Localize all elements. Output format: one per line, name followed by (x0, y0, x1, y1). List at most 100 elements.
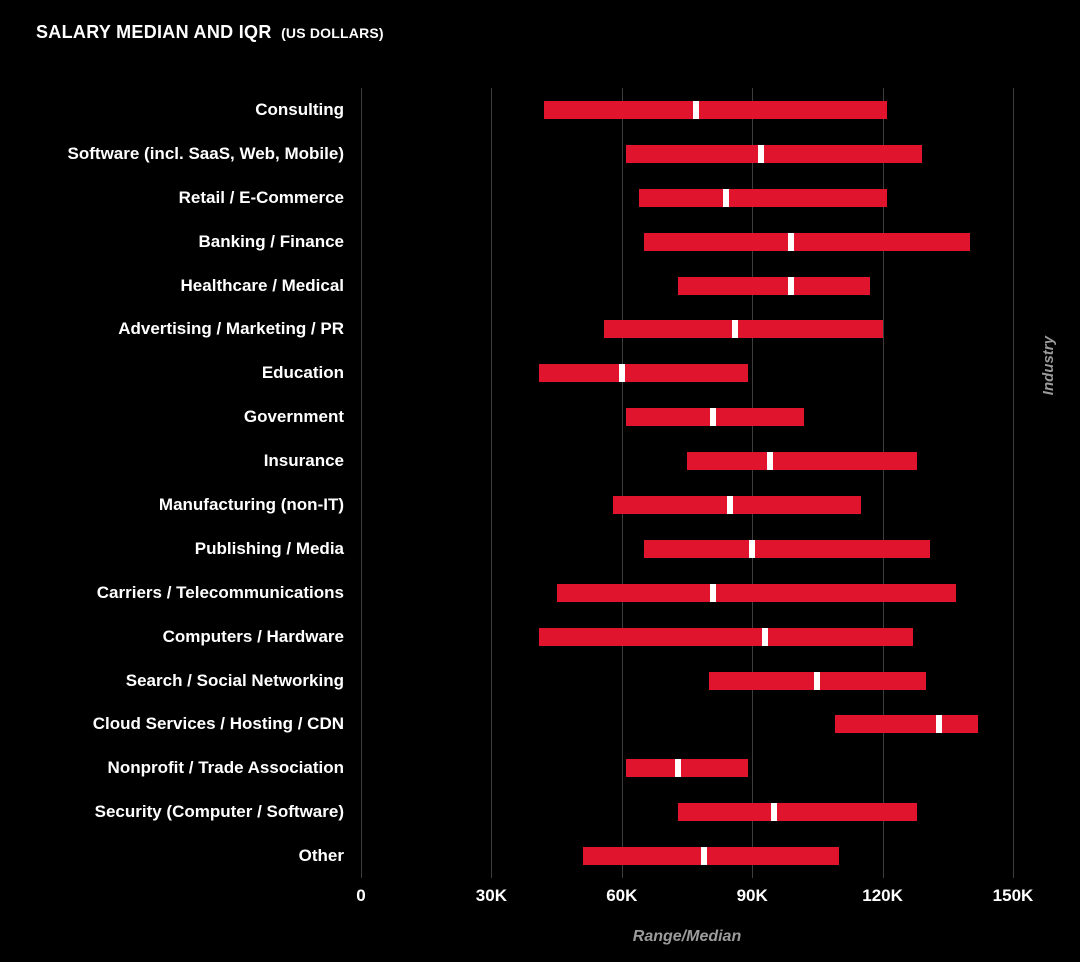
median-tick (727, 495, 734, 514)
industry-bar-track (361, 276, 1051, 295)
salary-iqr-bar (613, 495, 861, 514)
industry-row: Computers / Hardware (0, 615, 1080, 659)
industry-bar-track (361, 671, 1051, 690)
industry-bar-track (361, 364, 1051, 383)
median-tick (731, 320, 738, 339)
industry-row: Nonprofit / Trade Association (0, 746, 1080, 790)
industry-bar-track (361, 495, 1051, 514)
industry-bar-track (361, 320, 1051, 339)
industry-row: Other (0, 834, 1080, 878)
industry-label: Software (incl. SaaS, Web, Mobile) (67, 143, 344, 163)
salary-iqr-bar (639, 188, 887, 207)
salary-iqr-bar (678, 276, 870, 295)
industry-label: Publishing / Media (194, 538, 344, 558)
salary-iqr-bar (539, 627, 914, 646)
industry-row: Education (0, 351, 1080, 395)
industry-row: Carriers / Telecommunications (0, 571, 1080, 615)
industry-row: Manufacturing (non-IT) (0, 483, 1080, 527)
median-tick (788, 276, 795, 295)
chart-title: SALARY MEDIAN AND IQR (US DOLLARS) (36, 22, 384, 43)
salary-iqr-bar (834, 715, 979, 734)
industry-bar-track (361, 847, 1051, 866)
median-tick (618, 364, 625, 383)
x-axis-tick-label: 120K (862, 886, 903, 905)
salary-iqr-bar (678, 803, 918, 822)
industry-bar-track (361, 759, 1051, 778)
median-tick (692, 100, 699, 119)
gridlines (361, 88, 1021, 878)
industry-label: Manufacturing (non-IT) (158, 494, 344, 514)
salary-iqr-bar (643, 232, 970, 251)
salary-iqr-bar (556, 583, 957, 602)
x-axis: 0 30K 60K 90K 120K 150K (356, 885, 1033, 907)
median-tick (770, 803, 777, 822)
industry-row: Cloud Services / Hosting / CDN (0, 702, 1080, 746)
industry-row: Advertising / Marketing / PR (0, 307, 1080, 351)
industry-row: Publishing / Media (0, 527, 1080, 571)
salary-iqr-bar (643, 539, 931, 558)
salary-range-chart: Consulting Software (incl. SaaS, Web, Mob… (0, 88, 1080, 962)
industry-bar-track (361, 144, 1051, 163)
gridline (1013, 88, 1014, 878)
median-tick (757, 144, 764, 163)
median-tick (710, 583, 717, 602)
salary-iqr-bar (604, 320, 883, 339)
industry-row: Security (Computer / Software) (0, 790, 1080, 834)
industry-row: Healthcare / Medical (0, 264, 1080, 308)
median-tick (723, 188, 730, 207)
industry-row: Software (incl. SaaS, Web, Mobile) (0, 132, 1080, 176)
industry-label: Cloud Services / Hosting / CDN (92, 714, 344, 734)
chart-title-note: (US DOLLARS) (281, 25, 384, 41)
x-axis-title: Range/Median (632, 928, 742, 945)
industry-row: Retail / E-Commerce (0, 176, 1080, 220)
median-tick (762, 627, 769, 646)
industry-row: Government (0, 395, 1080, 439)
industry-row: Consulting (0, 88, 1080, 132)
industry-label: Other (298, 846, 344, 866)
x-axis-tick-label: 0 (356, 886, 366, 905)
chart-title-main: SALARY MEDIAN AND IQR (36, 22, 272, 42)
median-tick (936, 715, 943, 734)
x-axis-tick-label: 150K (992, 886, 1034, 905)
median-tick (710, 408, 717, 427)
industry-bar-track (361, 583, 1051, 602)
median-tick (701, 847, 708, 866)
industry-bar-track (361, 715, 1051, 734)
industry-label: Security (Computer / Software) (94, 802, 344, 822)
salary-iqr-bar (582, 847, 840, 866)
median-tick (814, 671, 821, 690)
median-tick (675, 759, 682, 778)
y-axis-title-industry: Industry (1040, 336, 1057, 396)
industry-label: Education (261, 363, 344, 383)
salary-iqr-bar (539, 364, 748, 383)
salary-iqr-bar (626, 408, 805, 427)
industry-bar-track (361, 100, 1051, 119)
industry-label: Search / Social Networking (125, 670, 344, 690)
industry-label: Nonprofit / Trade Association (107, 758, 344, 778)
gridline (361, 88, 362, 878)
industry-label: Computers / Hardware (162, 626, 344, 646)
x-axis-tick-label: 30K (475, 886, 507, 905)
gridline (621, 88, 623, 878)
industry-row: Insurance (0, 439, 1080, 483)
industry-bar-track (361, 188, 1051, 207)
gridline (882, 88, 884, 878)
x-axis-tick-label: 60K (606, 886, 638, 905)
salary-iqr-bar (687, 452, 918, 471)
salary-iqr-bar (543, 100, 887, 119)
industry-label: Healthcare / Medical (180, 275, 344, 295)
gridline (752, 88, 754, 878)
industry-row: Banking / Finance (0, 220, 1080, 264)
industry-bar-track (361, 539, 1051, 558)
salary-iqr-bar (626, 144, 922, 163)
industry-bar-track (361, 452, 1051, 471)
chart-rows: Consulting Software (incl. SaaS, Web, Mob… (0, 88, 1080, 878)
median-tick (749, 539, 756, 558)
median-tick (766, 452, 773, 471)
salary-iqr-bar (708, 671, 927, 690)
industry-bar-track (361, 408, 1051, 427)
industry-label: Consulting (255, 99, 344, 119)
gridline (491, 88, 493, 878)
industry-label: Advertising / Marketing / PR (118, 319, 344, 339)
